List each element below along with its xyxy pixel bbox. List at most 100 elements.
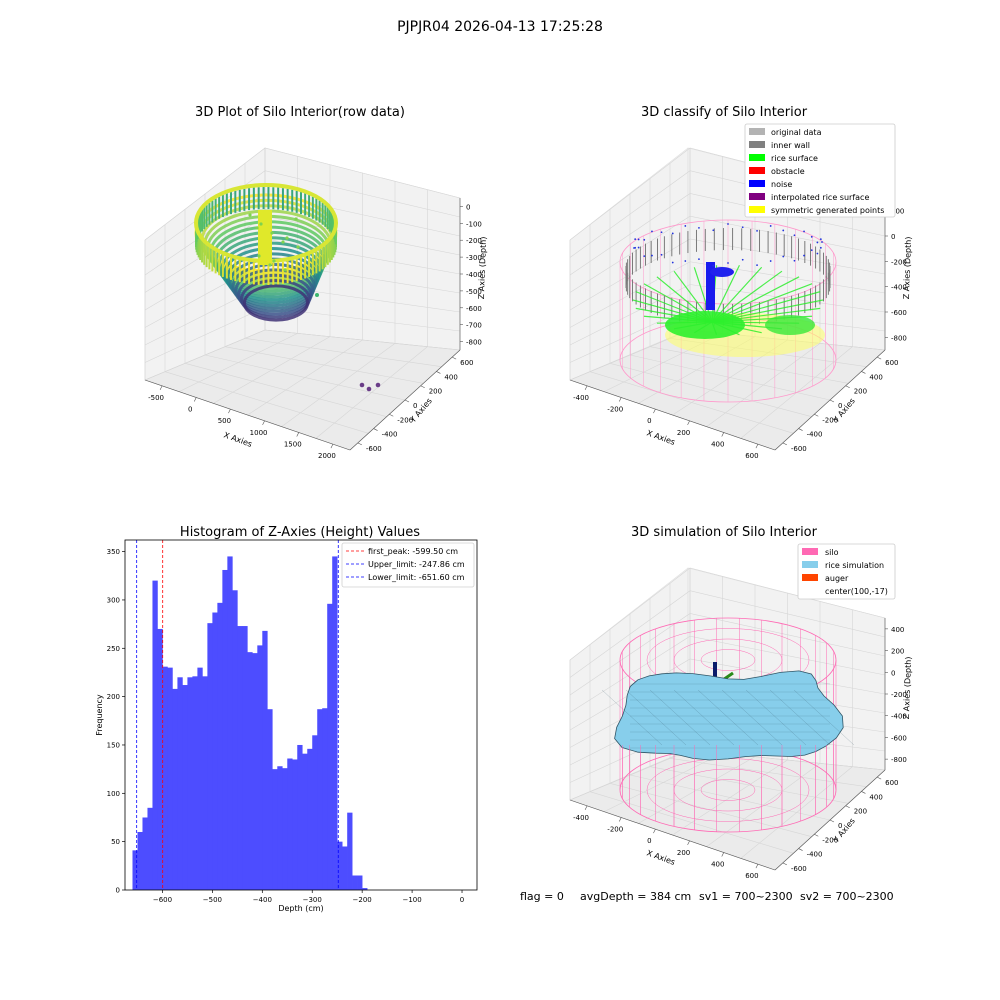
histogram-bar [242, 626, 248, 890]
z-tick-label: -200 [466, 237, 482, 245]
x-tick-mark [721, 432, 725, 437]
y-tick-mark [357, 442, 362, 446]
spike-point [268, 263, 272, 267]
noise-point [741, 258, 744, 261]
y-tick-mark [829, 819, 835, 823]
legend-swatch [802, 548, 818, 555]
noise-point [810, 235, 813, 238]
y-tick-label: 250 [107, 645, 120, 653]
noise-point [769, 260, 772, 262]
x-tick-label: −100 [402, 896, 421, 904]
silo-floor-ring [700, 779, 756, 801]
y-tick-mark [877, 356, 882, 360]
z-tick-label: -700 [466, 322, 482, 330]
histogram-bar [362, 888, 368, 890]
noise-point [684, 260, 687, 262]
noise-point [816, 241, 819, 244]
grid-line [569, 590, 886, 678]
auger [713, 662, 717, 684]
histogram-frame [124, 539, 478, 891]
z-tick-label: 400 [891, 626, 904, 634]
classify-legend: original data inner wall rice surface obsta… [744, 123, 896, 218]
simulation-x-label: X Axies [645, 848, 676, 867]
y-tick-label: 200 [429, 388, 442, 396]
x-tick-mark [228, 409, 231, 414]
legend-label: symmetric generated points [771, 206, 884, 215]
legend-label: Upper_limit: -247.86 cm [368, 560, 465, 569]
footer-sv1: sv1 = 700~2300 [699, 890, 793, 903]
raw-ticks: -5000500100015002000-600-400-20002004006… [148, 203, 482, 460]
histogram-bar [232, 590, 238, 890]
histogram-bar [247, 652, 253, 890]
legend-label: silo [825, 548, 839, 557]
z-tick-label: -200 [891, 258, 907, 266]
histogram-bar [272, 769, 278, 890]
x-axis-line [144, 379, 351, 451]
histogram-bar [157, 628, 163, 890]
y-tick-label: 400 [869, 793, 882, 801]
outlier-point [375, 382, 381, 388]
rice-surface-patch [665, 311, 745, 339]
x-tick-label: -500 [148, 394, 164, 402]
y-tick-label: 200 [107, 693, 120, 701]
histogram-bar [332, 556, 338, 890]
histogram-bar [147, 807, 153, 890]
y-tick-mark [845, 385, 850, 388]
simulation-surface [601, 617, 855, 833]
x-axis-line [569, 379, 776, 451]
x-tick-label: -400 [573, 814, 589, 822]
noise-point [819, 246, 822, 249]
histogram-ticks: −600 −500 −400 −300 −200 −100 0 0 50 100 150 200 250… [107, 548, 465, 904]
classify-z-label: Z Axies (Depth) [902, 236, 913, 299]
y-tick-label: 0 [413, 402, 417, 410]
z-tick-label: 0 [466, 203, 470, 211]
histogram-bar [277, 766, 283, 890]
y-tick-label: -600 [366, 445, 382, 453]
histogram-bar [222, 569, 228, 890]
histogram-bar [282, 768, 288, 890]
histogram-bar [347, 812, 353, 890]
silo-top-inner-ring [700, 649, 756, 671]
histogram-bar [177, 677, 183, 890]
histogram-bar [172, 688, 178, 890]
x-tick-label: 200 [677, 429, 690, 437]
classify-data-points [619, 219, 837, 403]
grid-line [569, 613, 886, 696]
simulation-z-label: Z Axies (Depth) [902, 656, 913, 719]
histogram-title: Histogram of Z-Axies (Height) Values [180, 525, 420, 540]
y-tick-label: 200 [854, 388, 867, 396]
x-tick-label: −400 [253, 896, 272, 904]
y-tick-mark [782, 442, 787, 446]
noise-point [643, 238, 646, 241]
histogram-bar [352, 875, 358, 890]
x-tick-label: 600 [745, 452, 758, 460]
x-tick-mark [193, 397, 197, 402]
noise-point [633, 247, 635, 249]
y-tick-mark [452, 356, 457, 360]
outlier-point [359, 382, 365, 388]
histogram-bar [312, 735, 318, 890]
y-tick-label: 150 [107, 741, 120, 749]
grid-line [569, 306, 886, 363]
noise-point [727, 262, 729, 264]
histogram-bar [302, 753, 308, 890]
x-tick-label: 600 [745, 872, 758, 880]
grid-line [569, 635, 886, 713]
histogram-bar [342, 846, 348, 890]
spike-point [281, 240, 285, 244]
y-tick-mark [798, 848, 803, 851]
legend-frame [744, 123, 896, 218]
y-tick-mark [814, 834, 819, 837]
z-tick-label: -400 [891, 713, 907, 721]
x-tick-mark [584, 385, 588, 390]
rice-surface-patch [765, 315, 815, 335]
surface-mesh-line [721, 689, 783, 746]
x-tick-mark [653, 409, 656, 414]
noise-spike [706, 262, 715, 310]
legend-label: obstacle [771, 167, 805, 176]
histogram-bar [132, 850, 138, 890]
x-tick-mark [755, 864, 759, 869]
legend-label: center(100,-17) [825, 587, 888, 596]
spike-point [248, 213, 252, 217]
